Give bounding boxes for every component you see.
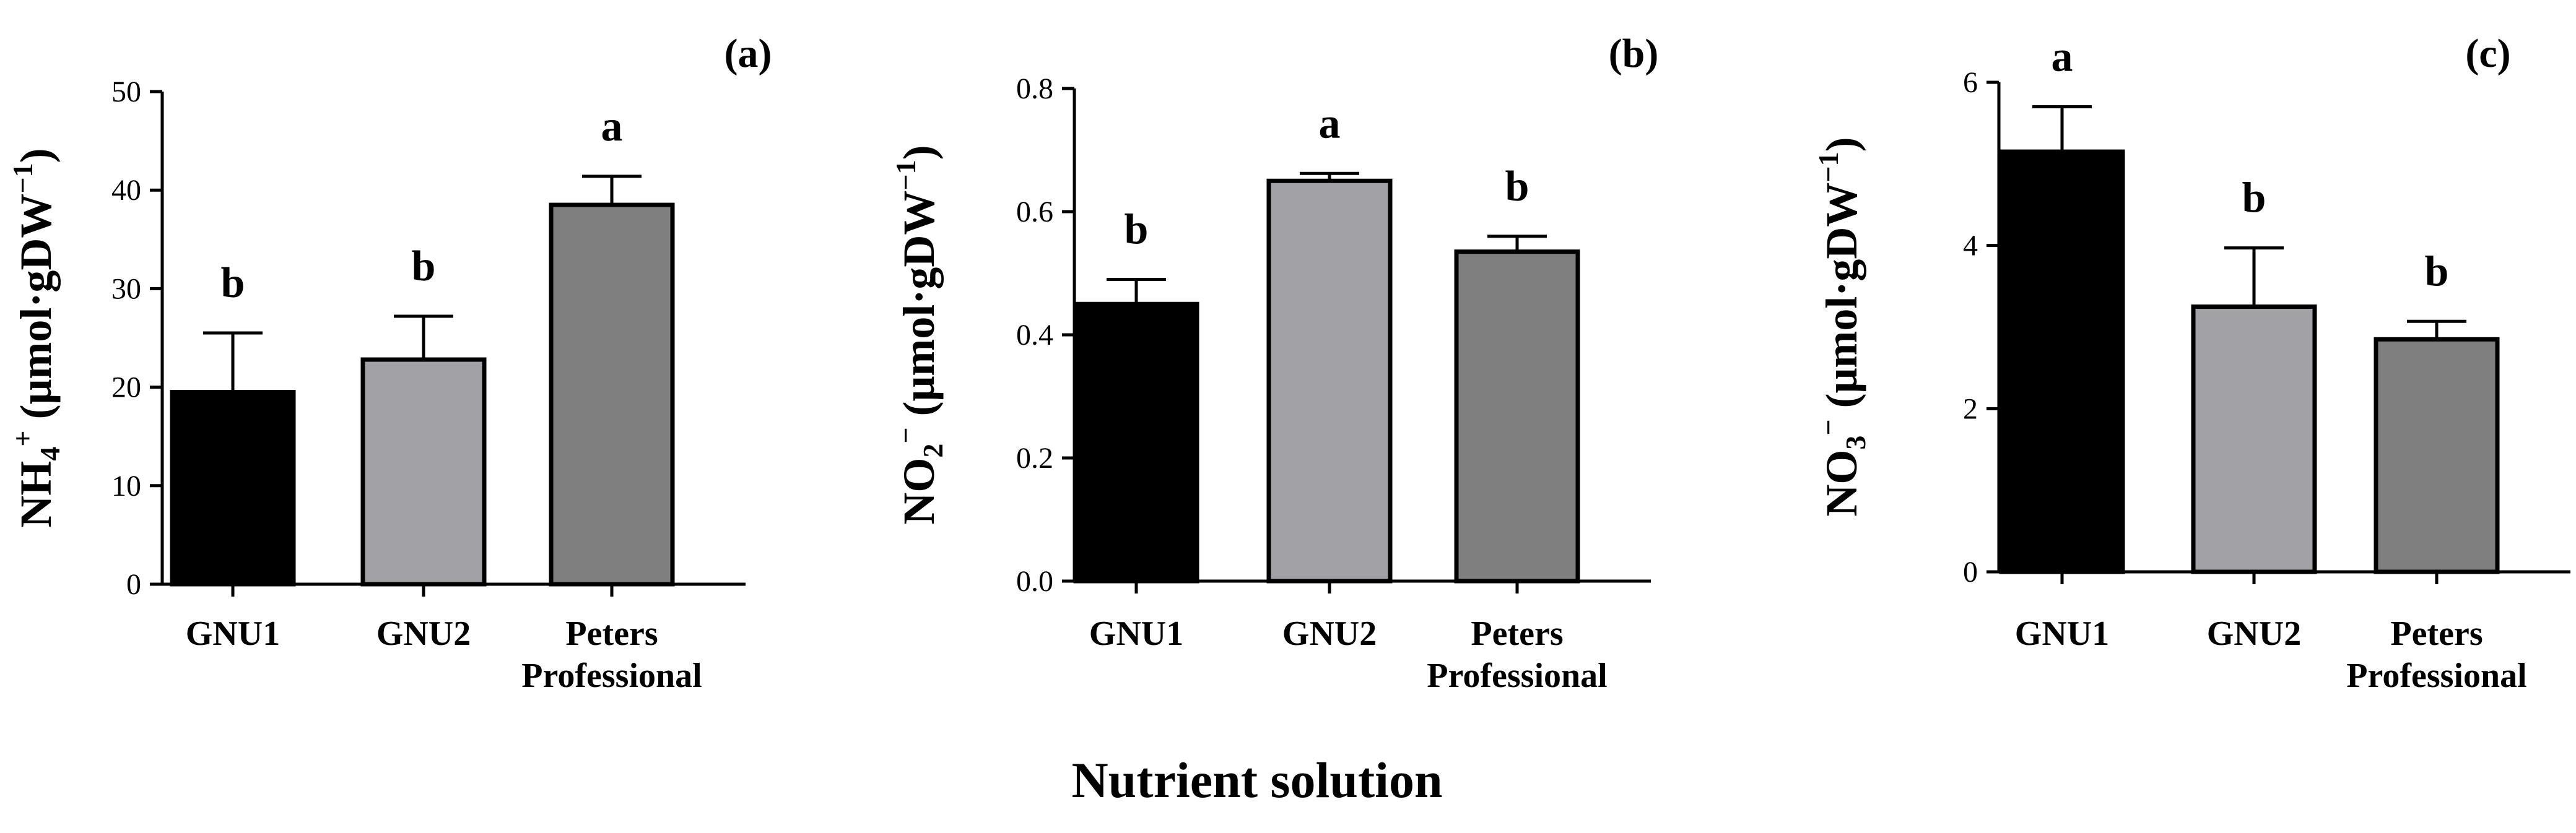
y-axis-label: NH4+ (μmol·gDW−1) [7, 148, 66, 527]
x-tick-label: GNU2 [2207, 615, 2301, 653]
y-tick-label: 0.6 [1016, 196, 1053, 228]
y-tick-label: 0.8 [1016, 72, 1053, 105]
chart-panel-2: 0.0 0.2 0.4 0.6 0.8 b GNU1 a GNU2 b Peters Professi… [890, 31, 1658, 695]
bar [1073, 301, 1199, 584]
significance-letter: a [601, 103, 623, 150]
y-tick-label: 4 [1963, 230, 1978, 262]
x-axis-title: Nutrient solution [1071, 752, 1442, 808]
significance-letter: a [1319, 100, 1341, 147]
significance-letter: b [2425, 248, 2449, 295]
bar [360, 357, 487, 587]
chart-panel-3: 0 2 4 6 a GNU1 b GNU2 b Peters Professional (c) NO3−… [1812, 31, 2570, 695]
bar [2191, 304, 2317, 574]
x-tick-label: Peters Professional [1427, 615, 1607, 695]
y-tick-label: 20 [111, 371, 141, 404]
y-tick-label: 0 [126, 568, 141, 601]
bar [170, 390, 296, 587]
bar [2374, 337, 2500, 574]
bar [1999, 149, 2125, 574]
panel-label: (b) [1609, 31, 1659, 76]
y-tick-label: 30 [111, 272, 141, 305]
bar [549, 202, 675, 587]
panel-label: (c) [2465, 31, 2510, 76]
significance-letter: b [221, 259, 245, 307]
x-tick-label: GNU2 [1282, 615, 1377, 653]
x-tick-label: Peters Professional [521, 615, 702, 695]
significance-letter: a [2052, 33, 2073, 81]
x-tick-label: GNU2 [376, 615, 471, 653]
y-tick-label: 0.4 [1016, 319, 1053, 352]
y-tick-label: 0 [1963, 556, 1978, 589]
y-axis-label: NO2− (μmol·gDW−1) [890, 145, 949, 524]
y-tick-label: 2 [1963, 392, 1978, 425]
x-tick-label: GNU1 [1089, 615, 1183, 653]
y-axis-label: NO3− (μmol·gDW−1) [1812, 137, 1871, 516]
significance-letter: b [2242, 175, 2266, 222]
panel-label: (a) [724, 31, 772, 76]
significance-letter: b [412, 243, 436, 290]
significance-letter: b [1505, 163, 1530, 210]
y-tick-label: 40 [111, 174, 141, 207]
bar [1266, 178, 1393, 584]
y-tick-label: 6 [1963, 66, 1978, 99]
x-tick-label: GNU1 [186, 615, 280, 653]
bar [1454, 249, 1580, 584]
y-tick-label: 0.0 [1016, 565, 1053, 598]
y-tick-label: 10 [111, 470, 141, 503]
chart-panel-1: 0 10 20 30 40 50 b GNU1 b GNU2 a Peters Professional… [7, 31, 772, 695]
x-tick-label: Peters Professional [2346, 615, 2526, 695]
y-tick-label: 50 [111, 76, 141, 108]
y-tick-label: 0.2 [1016, 442, 1053, 475]
x-tick-label: GNU1 [2015, 615, 2109, 653]
significance-letter: b [1125, 205, 1149, 253]
